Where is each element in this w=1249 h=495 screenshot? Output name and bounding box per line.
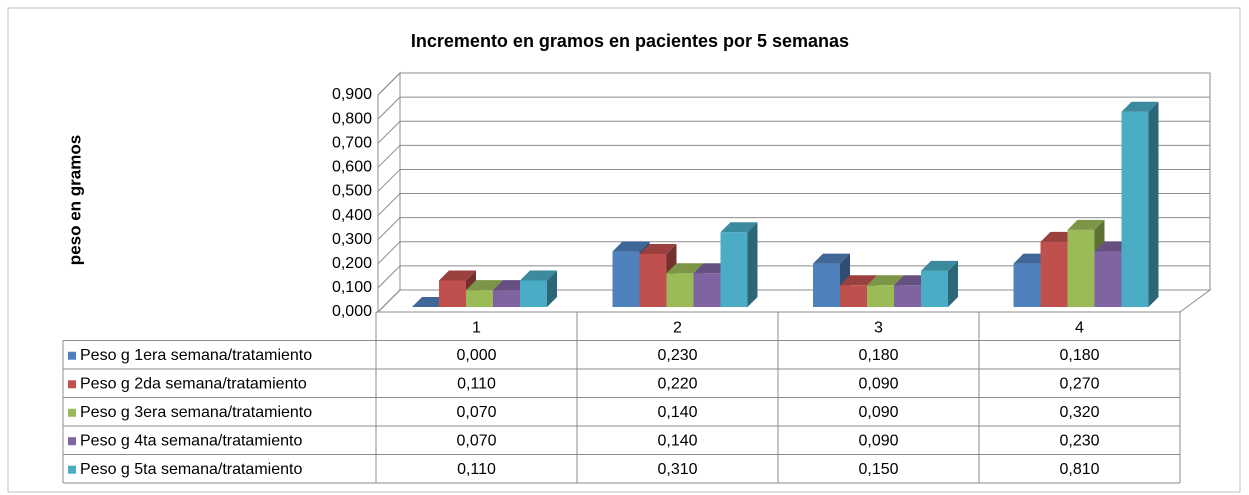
bar xyxy=(720,232,748,307)
y-tick-label: 0,500 xyxy=(332,183,372,200)
bar xyxy=(666,273,694,307)
y-tick-label: 0,800 xyxy=(332,110,372,127)
bar xyxy=(1067,229,1095,307)
table-value: 0,230 xyxy=(1059,432,1099,449)
legend-key xyxy=(68,351,76,360)
bar-top xyxy=(720,222,758,233)
bar xyxy=(894,285,921,307)
legend-key xyxy=(68,380,76,389)
y-tick-label: 0,100 xyxy=(332,279,372,296)
bar xyxy=(1121,111,1149,307)
table-value: 0,270 xyxy=(1059,375,1099,392)
y-tick-label: 0,600 xyxy=(332,159,372,176)
bar-top xyxy=(1121,101,1159,112)
table-value: 0,180 xyxy=(858,347,898,364)
legend-label: Peso g 2da semana/tratamiento xyxy=(80,375,307,392)
table-value: 0,110 xyxy=(457,461,496,478)
bar-top xyxy=(840,275,877,286)
legend-key xyxy=(68,408,76,417)
legend-label: Peso g 3era semana/tratamiento xyxy=(80,404,312,421)
table-value: 0,090 xyxy=(858,432,898,449)
chart-title: Incremento en gramos en pacientes por 5 … xyxy=(411,31,849,51)
legend-key xyxy=(68,465,76,474)
table-value: 0,180 xyxy=(1059,347,1099,364)
bar-top xyxy=(466,280,503,291)
bar-side xyxy=(1148,101,1159,307)
bar xyxy=(1094,251,1122,307)
category-label: 1 xyxy=(472,319,481,336)
bar xyxy=(612,251,640,307)
table-value: 0,320 xyxy=(1059,404,1099,421)
grid-line xyxy=(377,217,1210,241)
bar xyxy=(520,280,547,307)
bar-top xyxy=(520,270,557,281)
table-value: 0,220 xyxy=(657,375,697,392)
legend-label: Peso g 5ta semana/tratamiento xyxy=(80,461,302,478)
category-label: 4 xyxy=(1075,319,1084,336)
table-value: 0,230 xyxy=(657,347,697,364)
legend-key xyxy=(68,437,76,446)
grid-line xyxy=(377,144,1210,168)
grid-line xyxy=(377,72,1210,96)
table-value: 0,150 xyxy=(858,461,898,478)
grid-line xyxy=(377,120,1210,144)
y-tick-label: 0,400 xyxy=(332,207,372,224)
bar-side xyxy=(747,222,758,307)
bar-top xyxy=(439,270,476,281)
grid-line xyxy=(377,193,1210,216)
table-value: 0,070 xyxy=(456,404,496,421)
bar xyxy=(813,263,840,307)
bar xyxy=(693,273,721,307)
y-tick-label: 0,000 xyxy=(332,303,372,320)
legend-label: Peso g 4ta semana/tratamiento xyxy=(80,432,302,449)
table-value: 0,140 xyxy=(657,432,697,449)
bar-top xyxy=(1067,219,1105,230)
bar xyxy=(493,290,520,307)
y-tick-label: 0,700 xyxy=(332,134,372,151)
table-value: 0,110 xyxy=(457,375,496,392)
table-value: 0,310 xyxy=(657,461,697,478)
bar xyxy=(867,285,894,307)
bar-side xyxy=(948,260,958,307)
grid-line xyxy=(377,96,1210,120)
bar xyxy=(466,290,493,307)
table-value: 0,090 xyxy=(858,404,898,421)
bar xyxy=(921,270,948,307)
table-value: 0,810 xyxy=(1059,461,1099,478)
legend-label: Peso g 1era semana/tratamiento xyxy=(80,347,312,364)
bar-top xyxy=(921,260,958,271)
y-axis-label: peso en gramos xyxy=(65,135,84,265)
category-label: 2 xyxy=(673,319,682,336)
category-label: 3 xyxy=(874,319,883,336)
bar-top xyxy=(639,243,677,254)
bar xyxy=(1013,263,1041,307)
grid-line xyxy=(377,168,1210,192)
grid-line xyxy=(377,241,1210,265)
bar xyxy=(1040,241,1068,307)
bar xyxy=(439,280,466,307)
y-tick-label: 0,200 xyxy=(332,255,372,272)
bar-top xyxy=(813,253,850,264)
table-value: 0,000 xyxy=(456,347,496,364)
y-tick-label: 0,300 xyxy=(332,231,372,248)
bar-top xyxy=(666,263,704,274)
table-value: 0,070 xyxy=(456,432,496,449)
bar-side xyxy=(547,270,557,307)
table-value: 0,090 xyxy=(858,375,898,392)
bar-top xyxy=(612,241,650,252)
bar-top xyxy=(867,275,904,286)
table-value: 0,140 xyxy=(657,404,697,421)
y-tick-label: 0,900 xyxy=(332,86,372,103)
bar xyxy=(639,253,667,307)
bar xyxy=(840,285,867,307)
